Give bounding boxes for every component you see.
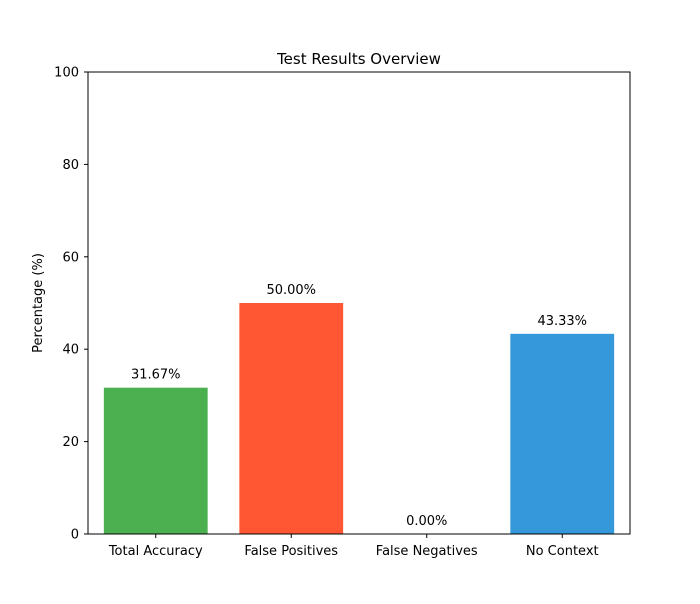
x-tick-label-0: Total Accuracy [108, 544, 203, 559]
y-axis-label: Percentage (%) [31, 253, 46, 353]
y-tick-label-0: 0 [71, 528, 79, 543]
x-tick-label-2: False Negatives [376, 544, 478, 559]
y-tick-label-1: 20 [62, 435, 79, 450]
bar-value-label-2: 0.00% [406, 514, 447, 529]
bar-value-label-1: 50.00% [266, 283, 316, 298]
x-tick-label-3: No Context [526, 544, 599, 559]
y-tick-label-3: 60 [62, 250, 79, 265]
x-tick-label-1: False Positives [244, 544, 338, 559]
chart-title: Test Results Overview [276, 50, 441, 68]
bar-1 [239, 303, 344, 534]
y-tick-label-5: 100 [54, 66, 79, 81]
bar-value-label-0: 31.67% [131, 368, 181, 383]
y-tick-label-2: 40 [62, 343, 79, 358]
bar-3 [510, 333, 615, 534]
plot-area: 31.67% Total Accuracy 50.00% False Positive… [54, 66, 631, 559]
axes-frame [87, 71, 631, 535]
y-tick-label-4: 80 [62, 158, 79, 173]
bar-value-label-3: 43.33% [537, 314, 587, 329]
bar-0 [103, 387, 208, 534]
